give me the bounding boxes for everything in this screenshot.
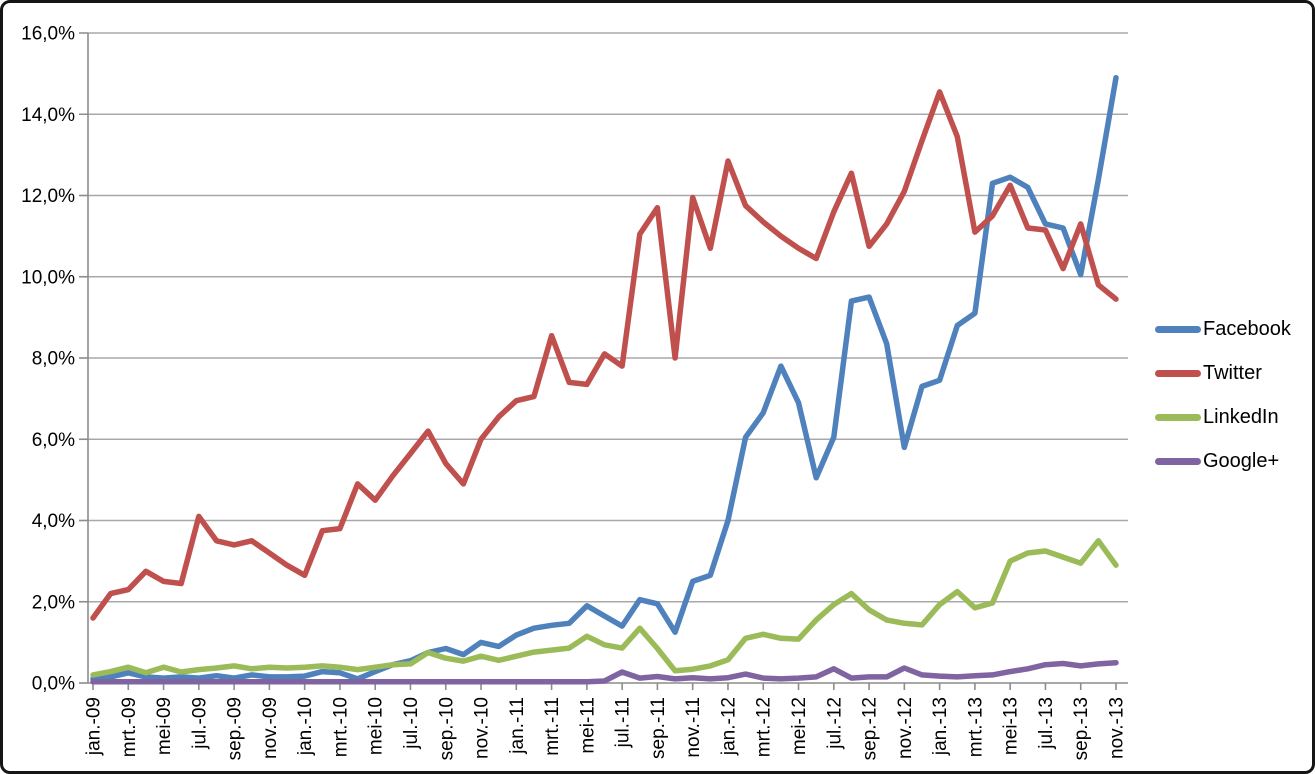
x-tick-label: jan.-09 (84, 697, 105, 756)
x-tick-label: jul.-09 (189, 697, 210, 750)
x-tick-label: mei-13 (1001, 697, 1022, 755)
googleplus-line-swatch-icon (1155, 457, 1201, 465)
x-tick-label: jul.-12 (824, 697, 845, 750)
y-tick-label: 10,0% (21, 267, 75, 288)
x-tick-label: nov.-09 (260, 697, 281, 759)
legend-item-googleplus: Google+ (1155, 449, 1291, 473)
series-line-twitter (90, 89, 1119, 621)
x-tick-label: mei-10 (366, 697, 387, 755)
x-tick-label: jan.-10 (295, 697, 316, 756)
legend-item-linkedin: LinkedIn (1155, 405, 1291, 429)
x-tick-label: nov.-13 (1107, 697, 1128, 759)
x-tick-label: mei-12 (789, 697, 810, 755)
x-tick-label: sep.-09 (225, 697, 246, 760)
x-tick-label: jul.-11 (613, 697, 634, 748)
x-tick-label: sep.-12 (860, 697, 881, 760)
x-tick-label: mrt.-11 (542, 697, 563, 756)
x-tick-label: mei-11 (577, 697, 598, 754)
chart-legend: Facebook Twitter LinkedIn Google+ (1155, 317, 1291, 473)
series-line-linkedin (90, 538, 1119, 678)
x-tick-label: sep.-10 (436, 697, 457, 760)
y-tick-label: 16,0% (21, 24, 75, 45)
x-tick-label: nov.-12 (895, 697, 916, 759)
chart-plot-area: 0,0% 2,0% 4,0% 6,0% 8,0% 10,0% 12,0% 14,0% 16,0%… (21, 24, 1128, 760)
legend-label-googleplus: Google+ (1203, 450, 1280, 472)
x-tick-label: mrt.-09 (119, 697, 140, 757)
y-tick-label: 12,0% (21, 186, 75, 207)
legend-item-facebook: Facebook (1155, 317, 1291, 341)
x-tick-label: mei-09 (154, 697, 175, 755)
y-tick-label: 2,0% (32, 592, 75, 613)
legend-label-twitter: Twitter (1203, 362, 1262, 384)
y-tick-label: 8,0% (32, 349, 75, 370)
x-tick-label: nov.-11 (683, 697, 704, 758)
y-tick-label: 0,0% (32, 674, 75, 695)
x-tick-label: mrt.-10 (330, 697, 351, 757)
x-tick-label: mrt.-12 (754, 697, 775, 757)
x-tick-label: jan.-11 (507, 697, 528, 755)
linkedin-line-swatch-icon (1155, 413, 1201, 421)
twitter-line-swatch-icon (1155, 369, 1201, 377)
x-tick-label: jul.-13 (1036, 697, 1057, 750)
facebook-line-swatch-icon (1155, 325, 1201, 333)
series-line-google (90, 659, 1119, 685)
x-tick-label: jul.-10 (401, 697, 422, 750)
y-tick-label: 14,0% (21, 105, 75, 126)
x-tick-label: jan.-12 (718, 697, 739, 756)
x-tick-label: jan.-13 (930, 697, 951, 756)
x-tick-label: sep.-11 (648, 697, 669, 759)
x-tick-label: mrt.-13 (965, 697, 986, 757)
x-tick-label: nov.-10 (472, 697, 493, 759)
y-tick-label: 6,0% (32, 430, 75, 451)
y-tick-label: 4,0% (32, 511, 75, 532)
legend-label-linkedin: LinkedIn (1203, 406, 1279, 428)
x-tick-label: sep.-13 (1071, 697, 1092, 760)
series-line-facebook (90, 74, 1119, 682)
legend-label-facebook: Facebook (1203, 318, 1291, 340)
legend-item-twitter: Twitter (1155, 361, 1291, 385)
